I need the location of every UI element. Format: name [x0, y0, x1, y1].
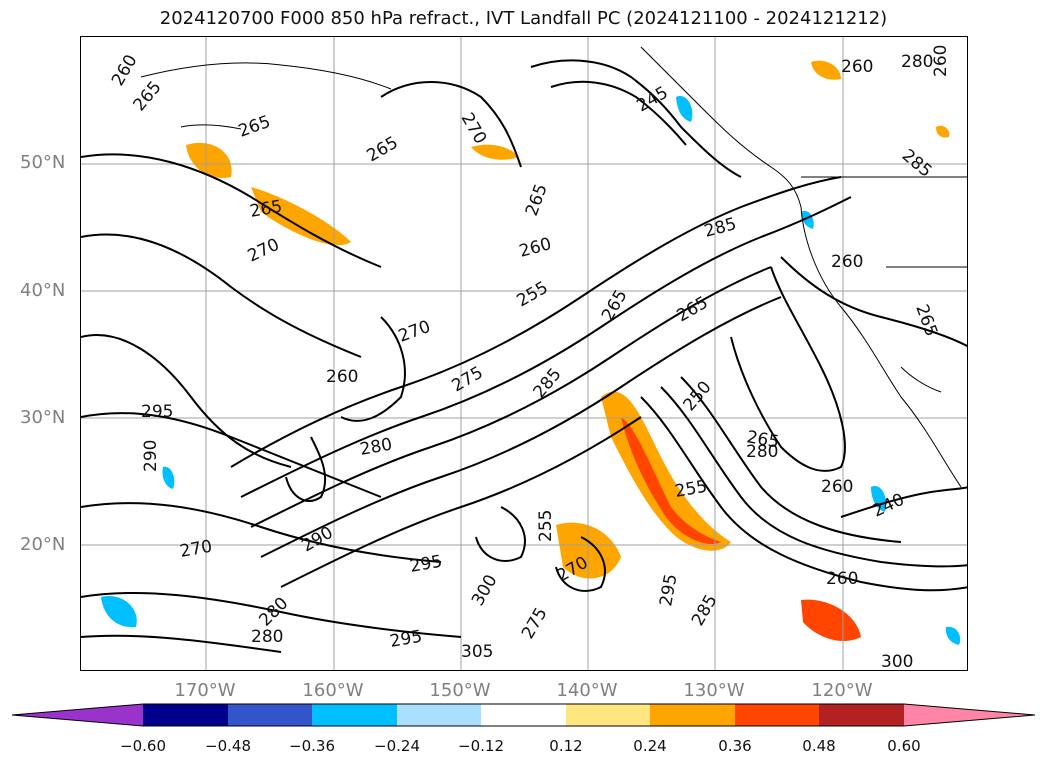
contour-layer: [81, 59, 967, 653]
lat-label-50n: 50°N: [20, 152, 66, 173]
contour-label: 300: [881, 652, 913, 671]
colorbar-segment: [481, 704, 566, 726]
contour-label: 260: [826, 569, 858, 589]
lat-label-30n: 30°N: [20, 407, 66, 428]
contour-label: 260: [831, 252, 863, 272]
contour-label: 255: [536, 510, 556, 542]
contour-label: 260: [841, 57, 873, 77]
colorbar-segment: [397, 704, 481, 726]
lon-label-130w: 130°W: [683, 680, 745, 701]
colorbar-segment: [819, 704, 904, 726]
map-background: [81, 37, 967, 670]
colorbar-extend-high: [904, 704, 1035, 726]
colorbar-tick-label: −0.60: [120, 737, 166, 755]
colorbar-segment: [650, 704, 735, 726]
colorbar-segment: [143, 704, 228, 726]
contour-label: 260: [931, 45, 951, 77]
colorbar-tick-label: 0.60: [887, 737, 921, 755]
lon-label-150w: 150°W: [429, 680, 491, 701]
contour-label: 280: [746, 442, 778, 462]
colorbar-tick-label: −0.24: [374, 737, 420, 755]
colorbar-tick-label: −0.12: [458, 737, 504, 755]
colorbar-tick-label: −0.48: [205, 737, 251, 755]
colorbar-tick-label: 0.48: [802, 737, 836, 755]
colorbar-extend-low: [12, 704, 143, 726]
colorbar-tick-label: −0.36: [289, 737, 335, 755]
colorbar-tick-label: 0.12: [549, 737, 583, 755]
contour-label: 280: [901, 52, 933, 72]
contour-label: 290: [141, 440, 161, 472]
colorbar-segment: [566, 704, 650, 726]
graticule: [81, 37, 967, 670]
map-panel: 260 265 265 265 270 265 265 270 260 255 265 260 245 2…: [80, 36, 968, 671]
colorbar: [11, 703, 1036, 727]
colorbar-tick-label: 0.36: [718, 737, 752, 755]
lat-label-20n: 20°N: [20, 534, 66, 555]
colorbar-outline: [11, 703, 1036, 727]
contour-label: 305: [461, 642, 493, 662]
contour-label: 280: [251, 627, 283, 647]
colorbar-segment: [735, 704, 819, 726]
lon-label-140w: 140°W: [556, 680, 618, 701]
colorbar-segment: [228, 704, 312, 726]
lon-label-170w: 170°W: [174, 680, 236, 701]
colorbar-segment: [312, 704, 397, 726]
contour-label: 295: [141, 402, 173, 422]
contour-label: 260: [326, 367, 358, 387]
contour-label: 260: [821, 477, 853, 497]
lon-label-120w: 120°W: [811, 680, 873, 701]
map-title: 2024120700 F000 850 hPa refract., IVT La…: [159, 8, 888, 29]
colorbar-tick-label: 0.24: [633, 737, 667, 755]
lon-label-160w: 160°W: [302, 680, 364, 701]
lat-label-40n: 40°N: [20, 280, 66, 301]
